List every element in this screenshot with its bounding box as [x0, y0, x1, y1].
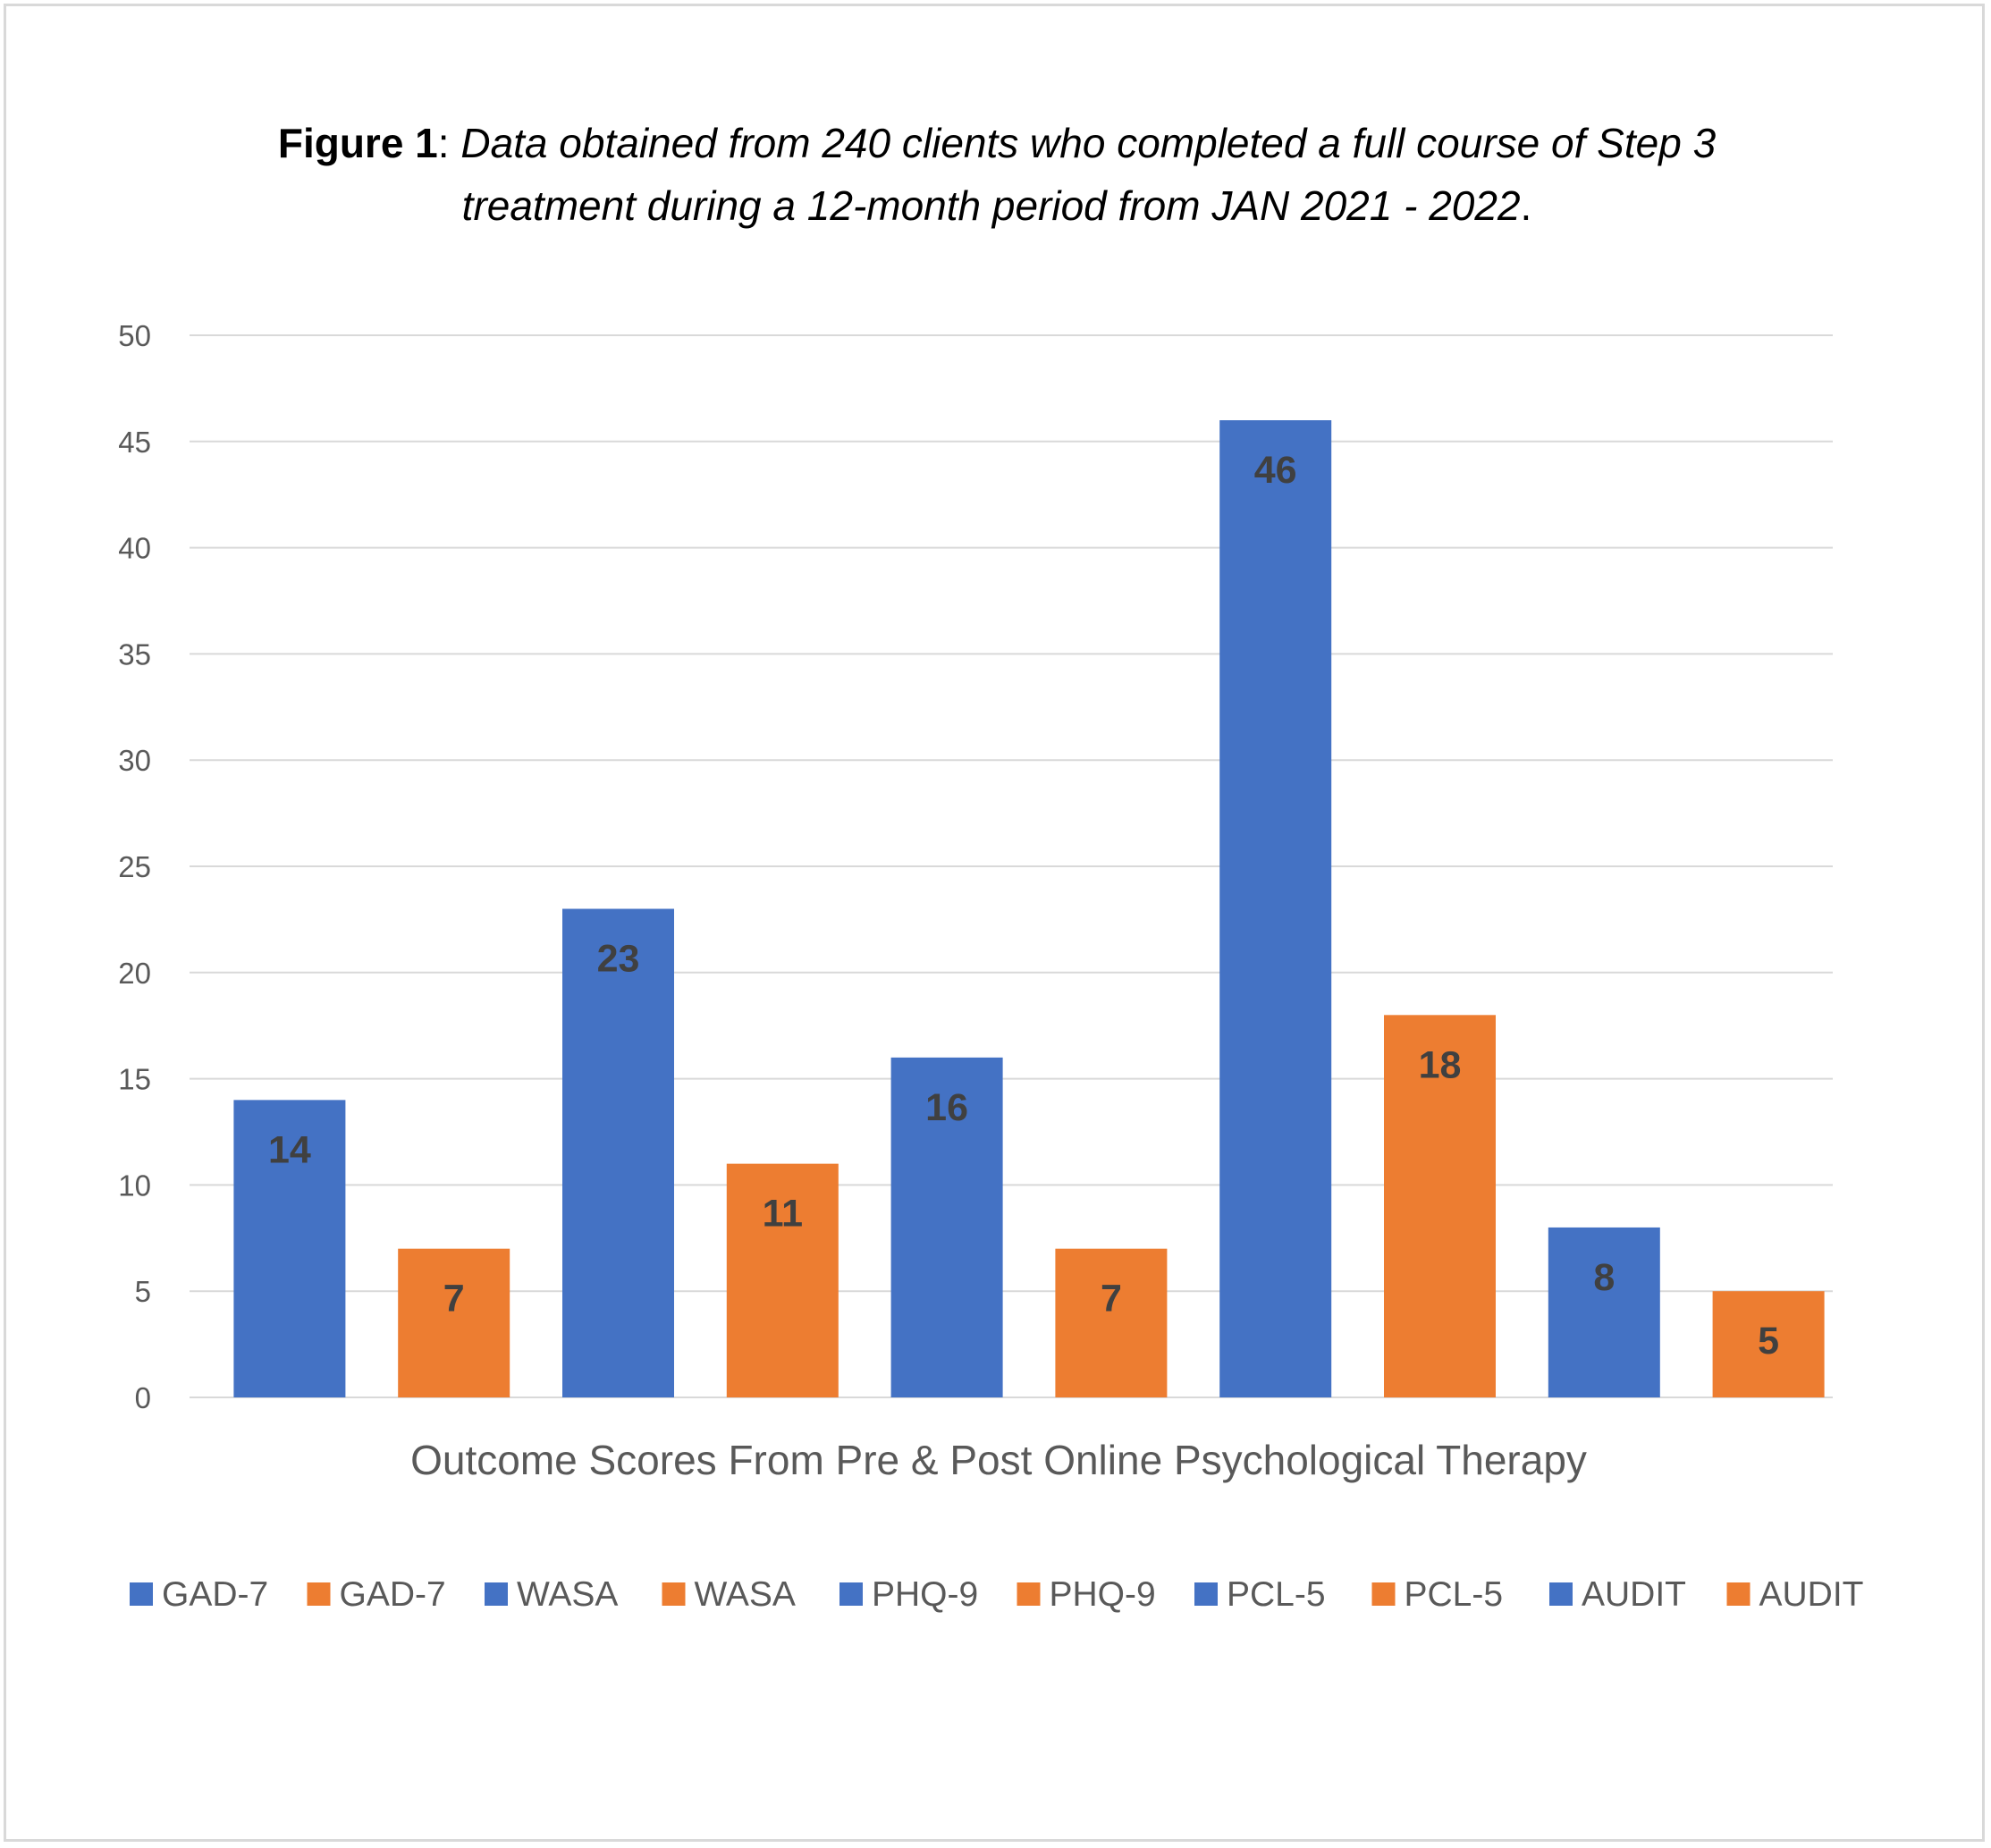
y-tick-label: 10	[118, 1169, 151, 1202]
legend-swatch	[1017, 1582, 1041, 1606]
bar	[1384, 1015, 1496, 1397]
y-tick-label: 35	[118, 637, 151, 671]
bar-chart: 0 5 10 15 20 25 30 35 40 45 50 14 7 23 11 16 7 46 18 8 5 Outc…	[118, 319, 1864, 1614]
bar	[1055, 1248, 1168, 1397]
bar	[1712, 1291, 1825, 1397]
data-label: 7	[1101, 1278, 1122, 1321]
legend-label: GAD-7	[162, 1575, 268, 1614]
y-tick-label: 30	[118, 744, 151, 777]
chart-frame: Figure 1: Data obtained from 240 clients…	[4, 4, 1985, 1842]
legend-label: PCL-5	[1227, 1575, 1326, 1614]
legend-swatch	[662, 1582, 686, 1606]
legend-swatch	[1371, 1582, 1396, 1606]
legend-label: AUDIT	[1759, 1575, 1864, 1614]
bar	[398, 1248, 510, 1397]
y-tick-label: 5	[135, 1275, 151, 1308]
data-label: 7	[443, 1278, 465, 1321]
legend-swatch	[839, 1582, 863, 1606]
legend-label: WASA	[695, 1575, 796, 1614]
x-axis-title: Outcome Scores From Pre & Post Online Ps…	[410, 1437, 1587, 1483]
legend-swatch	[485, 1582, 508, 1606]
data-label: 5	[1758, 1320, 1779, 1363]
legend-label: PHQ-9	[872, 1575, 978, 1614]
legend-swatch	[1194, 1582, 1218, 1606]
title-separator: :	[437, 120, 461, 166]
legend-label: GAD-7	[340, 1575, 446, 1614]
legend-swatch	[307, 1582, 331, 1606]
data-label: 23	[597, 938, 640, 981]
y-tick-label: 15	[118, 1063, 151, 1096]
bar	[562, 908, 674, 1397]
data-label: 18	[1419, 1043, 1462, 1086]
legend-label: PCL-5	[1405, 1575, 1504, 1614]
legend-label: PHQ-9	[1050, 1575, 1156, 1614]
y-tick-label: 20	[118, 957, 151, 990]
bar	[726, 1163, 839, 1397]
bar	[1548, 1227, 1660, 1397]
legend-label: AUDIT	[1582, 1575, 1686, 1614]
y-tick-label: 40	[118, 532, 151, 565]
chart-title: Figure 1: Data obtained from 240 clients…	[6, 112, 1987, 237]
legend-label: WASA	[517, 1575, 618, 1614]
y-tick-label: 45	[118, 426, 151, 459]
y-tick-label: 25	[118, 850, 151, 883]
title-line-2: treatment during a 12-month period from …	[461, 182, 1521, 229]
bar	[890, 1057, 1003, 1397]
data-label: 16	[925, 1086, 968, 1129]
y-tick-label: 0	[135, 1381, 151, 1414]
data-label: 11	[763, 1193, 803, 1236]
data-label: 8	[1593, 1256, 1615, 1299]
title-line-1: Data obtained from 240 clients who compl…	[460, 120, 1717, 166]
bar	[233, 1100, 346, 1397]
data-label: 14	[268, 1128, 311, 1171]
title-end: .	[1520, 182, 1532, 229]
figure-label: Figure 1	[277, 120, 438, 166]
legend-swatch	[1549, 1582, 1573, 1606]
y-tick-label: 50	[118, 319, 151, 352]
legend-swatch	[130, 1582, 153, 1606]
legend-swatch	[1726, 1582, 1751, 1606]
data-label: 46	[1254, 449, 1297, 492]
bar	[1219, 420, 1332, 1397]
